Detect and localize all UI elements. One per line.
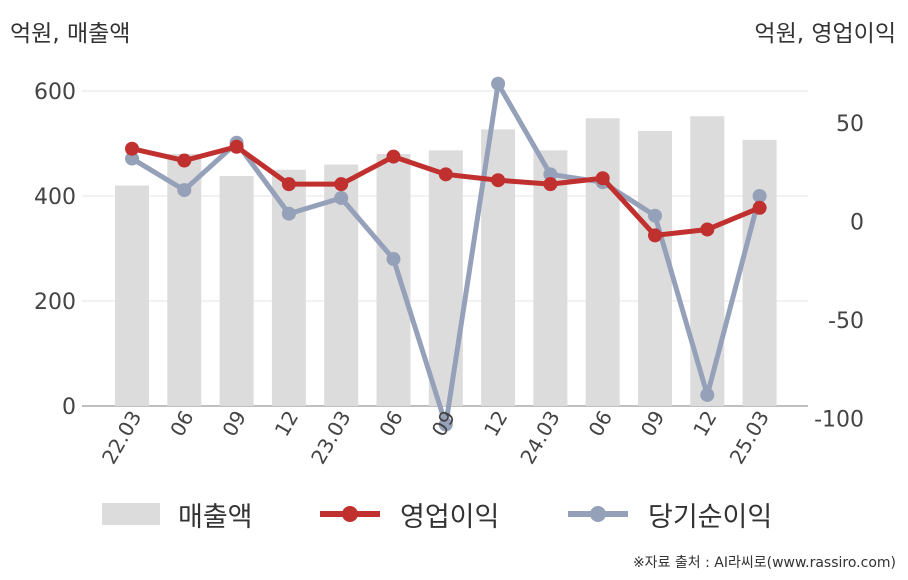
left-tick-0: 0 [62, 395, 76, 420]
x-axis-ticks: 22.03 06 09 12 23.03 06 09 12 24.03 06 09 12 25.03 [97, 406, 774, 468]
legend-item-sales: 매출액 [102, 492, 253, 536]
legend-item-operating: 영업이익 [318, 492, 499, 536]
point-series-1-3 [281, 177, 296, 192]
legend-label-sales: 매출액 [178, 501, 253, 533]
legend-swatch-operating [320, 506, 380, 522]
point-series-2-3 [281, 206, 296, 221]
point-series-1-10 [648, 228, 662, 243]
x-tick-11: 12 [688, 407, 722, 441]
bar-8 [533, 150, 568, 406]
legend-label-operating: 영업이익 [400, 501, 500, 533]
bar-0 [115, 185, 149, 406]
left-tick-2: 400 [34, 185, 76, 210]
x-tick-3: 12 [270, 407, 304, 441]
point-series-2-7 [491, 76, 506, 91]
point-series-2-4 [334, 190, 349, 205]
x-tick-8: 24.03 [515, 407, 564, 469]
x-tick-2: 09 [217, 407, 251, 441]
legend-swatch-net [568, 506, 628, 522]
right-tick-3: 50 [836, 112, 864, 137]
x-tick-10: 09 [636, 407, 670, 441]
bar-12 [742, 139, 777, 406]
point-series-2-12 [752, 188, 767, 203]
bar-2 [219, 176, 254, 406]
x-tick-1: 06 [165, 407, 199, 441]
bar-9 [585, 118, 620, 407]
point-series-1-11 [700, 222, 715, 237]
point-series-1-5 [386, 149, 401, 164]
x-tick-7: 12 [479, 406, 513, 440]
left-axis-unit: 억원, 매출액 [10, 21, 131, 47]
legend-label-net: 당기순이익 [648, 501, 773, 533]
left-tick-1: 200 [34, 290, 76, 315]
left-axis-ticks: 0 200 400 600 [34, 80, 76, 420]
x-tick-6: 09 [427, 407, 461, 441]
right-tick-0: -100 [814, 408, 864, 433]
x-tick-5: 06 [374, 407, 408, 441]
legend: 매출액 영업이익 당기순이익 [0, 492, 908, 536]
point-series-2-1 [177, 183, 192, 198]
point-series-2-6 [438, 417, 453, 432]
point-series-1-9 [595, 171, 610, 186]
point-series-2-5 [386, 252, 401, 267]
point-series-2-0 [125, 151, 139, 166]
point-series-2-10 [648, 208, 662, 223]
bar-3 [271, 169, 306, 406]
point-series-2-11 [700, 387, 715, 402]
bar-5 [376, 154, 411, 406]
point-series-1-8 [543, 177, 558, 192]
x-tick-0: 22.03 [97, 407, 146, 469]
legend-swatch-sales [102, 503, 160, 525]
point-series-1-12 [752, 200, 767, 215]
right-axis-unit: 억원, 영업이익 [754, 21, 896, 47]
point-series-2-8 [543, 167, 558, 182]
right-axis-ticks: -100 -50 0 50 [814, 112, 864, 433]
right-tick-1: -50 [828, 309, 864, 334]
point-series-1-1 [177, 153, 192, 168]
bar-series [115, 116, 777, 407]
point-series-1-2 [229, 139, 244, 154]
legend-item-net: 당기순이익 [566, 492, 772, 536]
line-series [125, 76, 767, 432]
x-tick-12: 25.03 [725, 407, 774, 469]
point-series-1-0 [125, 141, 139, 156]
x-tick-9: 06 [584, 407, 618, 441]
right-tick-2: 0 [850, 211, 864, 236]
point-series-1-7 [491, 173, 506, 188]
bar-6 [428, 150, 463, 406]
source-note: ※자료 출처 : AI라씨로(www.rassiro.com) [632, 555, 896, 571]
left-tick-3: 600 [34, 80, 76, 105]
point-series-1-6 [438, 167, 453, 182]
bar-10 [638, 130, 672, 406]
x-tick-4: 23.03 [306, 407, 355, 469]
point-series-1-4 [334, 177, 349, 192]
